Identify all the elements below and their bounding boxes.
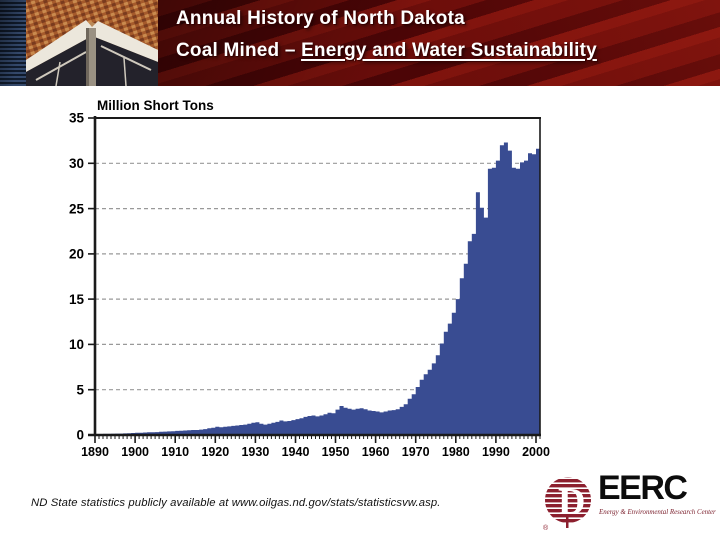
- svg-text:®: ®: [543, 524, 549, 532]
- coal-production-chart: 0 5 10 15 20 25 30 35 1890 1900 1910 1920 1930 1940 19…: [69, 98, 550, 459]
- svg-text:1940: 1940: [282, 445, 310, 459]
- building-photo: [26, 0, 158, 86]
- svg-text:25: 25: [69, 201, 85, 216]
- svg-text:20: 20: [69, 247, 84, 262]
- eerc-tagline: Energy & Environmental Research Center: [599, 509, 716, 516]
- slide-title: Annual History of North Dakota Coal Mine…: [176, 9, 597, 73]
- svg-text:35: 35: [69, 111, 85, 126]
- source-citation: ND State statistics publicly available a…: [31, 497, 441, 509]
- svg-text:1950: 1950: [322, 445, 350, 459]
- svg-text:Million Short Tons: Million Short Tons: [97, 98, 214, 113]
- svg-text:30: 30: [69, 156, 84, 171]
- header-banner: Annual History of North Dakota Coal Mine…: [0, 0, 720, 86]
- svg-text:1890: 1890: [81, 445, 109, 459]
- eerc-acronym: EERC: [598, 469, 688, 507]
- svg-text:5: 5: [76, 382, 84, 397]
- title-line-2-underlined: Energy and Water Sustainability: [301, 40, 597, 61]
- red-banner-background: [158, 0, 720, 86]
- svg-text:0: 0: [76, 428, 84, 443]
- svg-text:10: 10: [69, 337, 84, 352]
- eerc-globe-icon: D ®: [543, 477, 591, 532]
- svg-text:1930: 1930: [241, 445, 269, 459]
- title-line-2-prefix: Coal Mined –: [176, 40, 302, 61]
- svg-text:1970: 1970: [402, 445, 430, 459]
- svg-text:D: D: [558, 481, 585, 523]
- eerc-logo: D ® EERC Energy & Environmental Research…: [540, 469, 716, 535]
- chart-region: 0 5 10 15 20 25 30 35 1890 1900 1910 1920 1930 1940 19…: [40, 95, 560, 470]
- svg-text:1900: 1900: [121, 445, 149, 459]
- svg-text:1960: 1960: [362, 445, 390, 459]
- window-blinds-photo: [0, 0, 26, 86]
- title-line-2: Coal Mined – Energy and Water Sustainabi…: [176, 41, 597, 60]
- svg-text:1920: 1920: [201, 445, 229, 459]
- svg-text:15: 15: [69, 292, 85, 307]
- svg-text:1910: 1910: [161, 445, 189, 459]
- svg-text:2000: 2000: [522, 445, 550, 459]
- building-photo-graphic: [26, 0, 158, 86]
- title-line-1: Annual History of North Dakota: [176, 8, 465, 29]
- svg-text:1990: 1990: [482, 445, 510, 459]
- svg-text:1980: 1980: [442, 445, 470, 459]
